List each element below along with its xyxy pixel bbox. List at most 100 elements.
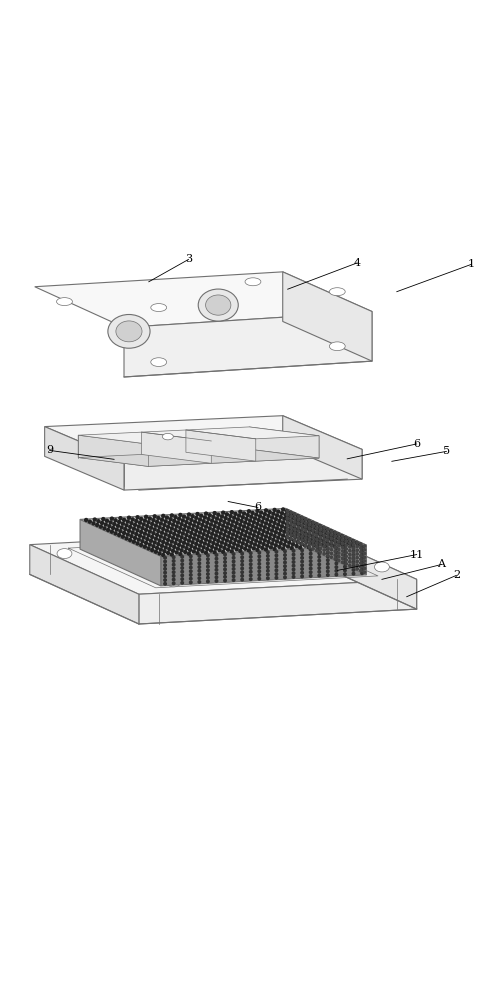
Circle shape: [323, 530, 325, 533]
Circle shape: [319, 547, 321, 550]
Polygon shape: [286, 508, 367, 575]
Circle shape: [241, 556, 244, 559]
Circle shape: [152, 519, 155, 522]
Circle shape: [222, 511, 225, 514]
Circle shape: [352, 558, 355, 560]
Circle shape: [287, 519, 290, 522]
Circle shape: [228, 544, 231, 547]
Circle shape: [296, 541, 299, 544]
Circle shape: [322, 526, 325, 529]
Circle shape: [212, 542, 215, 545]
Circle shape: [330, 556, 333, 558]
Circle shape: [290, 538, 292, 540]
Circle shape: [215, 561, 218, 564]
Circle shape: [224, 579, 226, 582]
Circle shape: [181, 574, 184, 577]
Circle shape: [288, 541, 291, 544]
Circle shape: [344, 547, 346, 549]
Circle shape: [285, 536, 288, 539]
Circle shape: [335, 570, 338, 572]
Circle shape: [219, 532, 222, 535]
Circle shape: [207, 554, 209, 557]
Circle shape: [317, 528, 320, 531]
Circle shape: [146, 538, 149, 541]
Circle shape: [280, 525, 283, 528]
Circle shape: [185, 521, 188, 524]
Circle shape: [352, 562, 355, 565]
Circle shape: [294, 517, 296, 519]
Circle shape: [295, 518, 298, 521]
Circle shape: [158, 539, 161, 542]
Circle shape: [190, 532, 193, 534]
Circle shape: [196, 513, 199, 516]
Circle shape: [153, 541, 156, 544]
Circle shape: [319, 534, 322, 537]
Circle shape: [304, 544, 307, 547]
Circle shape: [255, 526, 258, 529]
Circle shape: [262, 530, 265, 532]
Circle shape: [188, 522, 191, 525]
Circle shape: [180, 523, 183, 526]
Text: 6: 6: [254, 502, 261, 512]
Circle shape: [259, 511, 262, 514]
Circle shape: [361, 546, 364, 548]
Circle shape: [211, 519, 214, 522]
Circle shape: [195, 516, 198, 519]
Circle shape: [149, 526, 152, 529]
Circle shape: [229, 515, 232, 517]
Circle shape: [290, 519, 292, 521]
Circle shape: [181, 570, 184, 573]
Circle shape: [305, 537, 307, 539]
Circle shape: [202, 520, 205, 523]
Circle shape: [224, 530, 227, 533]
Polygon shape: [124, 449, 362, 490]
Circle shape: [363, 549, 366, 551]
Circle shape: [345, 544, 347, 546]
Circle shape: [175, 538, 178, 541]
Circle shape: [169, 518, 172, 521]
Circle shape: [186, 543, 189, 546]
Circle shape: [297, 526, 300, 528]
Circle shape: [349, 557, 351, 559]
Circle shape: [272, 512, 275, 515]
Circle shape: [195, 529, 198, 532]
Circle shape: [301, 539, 303, 541]
Circle shape: [303, 535, 306, 538]
Circle shape: [228, 518, 231, 521]
Circle shape: [259, 524, 262, 527]
Circle shape: [310, 556, 312, 559]
Circle shape: [187, 539, 190, 542]
Circle shape: [344, 565, 346, 568]
Circle shape: [344, 536, 347, 539]
Circle shape: [216, 530, 219, 533]
Circle shape: [309, 538, 310, 541]
Circle shape: [162, 527, 165, 530]
Circle shape: [326, 554, 329, 557]
Circle shape: [308, 520, 310, 523]
Circle shape: [318, 525, 321, 528]
Circle shape: [326, 536, 329, 538]
Circle shape: [326, 570, 329, 573]
Circle shape: [326, 566, 329, 569]
Ellipse shape: [329, 288, 345, 296]
Circle shape: [214, 521, 217, 524]
Circle shape: [326, 547, 329, 549]
Circle shape: [207, 576, 209, 579]
Circle shape: [263, 513, 266, 516]
Circle shape: [315, 549, 318, 552]
Circle shape: [316, 545, 319, 548]
Circle shape: [130, 522, 133, 525]
Circle shape: [361, 550, 364, 552]
Circle shape: [169, 544, 172, 547]
Circle shape: [224, 557, 226, 560]
Circle shape: [275, 554, 278, 557]
Circle shape: [277, 510, 280, 513]
Ellipse shape: [198, 289, 238, 321]
Circle shape: [286, 514, 289, 516]
Circle shape: [257, 532, 260, 535]
Circle shape: [167, 551, 170, 554]
Circle shape: [167, 538, 170, 541]
Circle shape: [88, 520, 91, 523]
Circle shape: [292, 568, 295, 571]
Circle shape: [227, 522, 230, 525]
